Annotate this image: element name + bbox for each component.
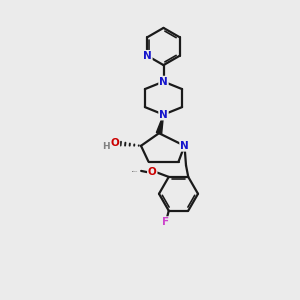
Text: N: N [143,51,152,61]
Text: F: F [162,217,169,227]
Text: N: N [159,110,168,120]
Text: N: N [159,76,168,87]
Text: H: H [102,142,110,151]
Text: O: O [148,167,157,177]
Polygon shape [156,115,164,134]
Text: N: N [180,141,189,151]
Text: methoxy: methoxy [132,170,138,172]
Text: O: O [110,138,119,148]
